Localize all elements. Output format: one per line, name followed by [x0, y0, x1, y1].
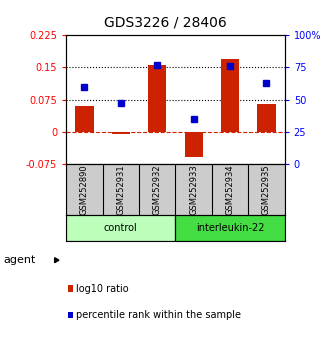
- Text: log10 ratio: log10 ratio: [76, 284, 129, 293]
- Text: control: control: [104, 223, 138, 233]
- Bar: [185, 132, 203, 157]
- Text: GDS3226 / 28406: GDS3226 / 28406: [104, 16, 227, 30]
- Bar: [112, 132, 130, 134]
- Text: interleukin-22: interleukin-22: [196, 223, 264, 233]
- Bar: [75, 106, 94, 132]
- Text: GSM252935: GSM252935: [262, 164, 271, 215]
- Text: GSM252890: GSM252890: [80, 164, 89, 215]
- Bar: [221, 59, 239, 132]
- Text: GSM252932: GSM252932: [153, 164, 162, 215]
- Bar: [66, 215, 175, 241]
- Text: GSM252933: GSM252933: [189, 164, 198, 215]
- Text: agent: agent: [3, 255, 36, 265]
- Bar: [148, 65, 166, 132]
- Polygon shape: [55, 258, 59, 263]
- Bar: [175, 215, 285, 241]
- Text: percentile rank within the sample: percentile rank within the sample: [76, 310, 241, 320]
- Bar: [257, 104, 275, 132]
- Text: GSM252934: GSM252934: [225, 164, 235, 215]
- Text: GSM252931: GSM252931: [116, 164, 125, 215]
